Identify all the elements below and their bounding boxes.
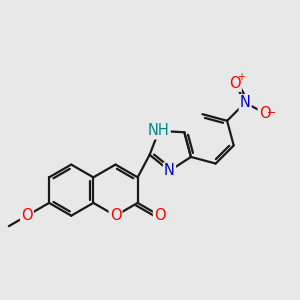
Text: +: + (237, 72, 245, 82)
Text: O: O (21, 208, 33, 223)
Text: N: N (240, 95, 250, 110)
Text: O: O (110, 208, 121, 223)
Text: O: O (259, 106, 270, 121)
Text: −: − (266, 108, 276, 118)
Text: N: N (164, 164, 175, 178)
Text: O: O (229, 76, 241, 91)
Text: NH: NH (148, 123, 170, 138)
Text: O: O (154, 208, 166, 223)
